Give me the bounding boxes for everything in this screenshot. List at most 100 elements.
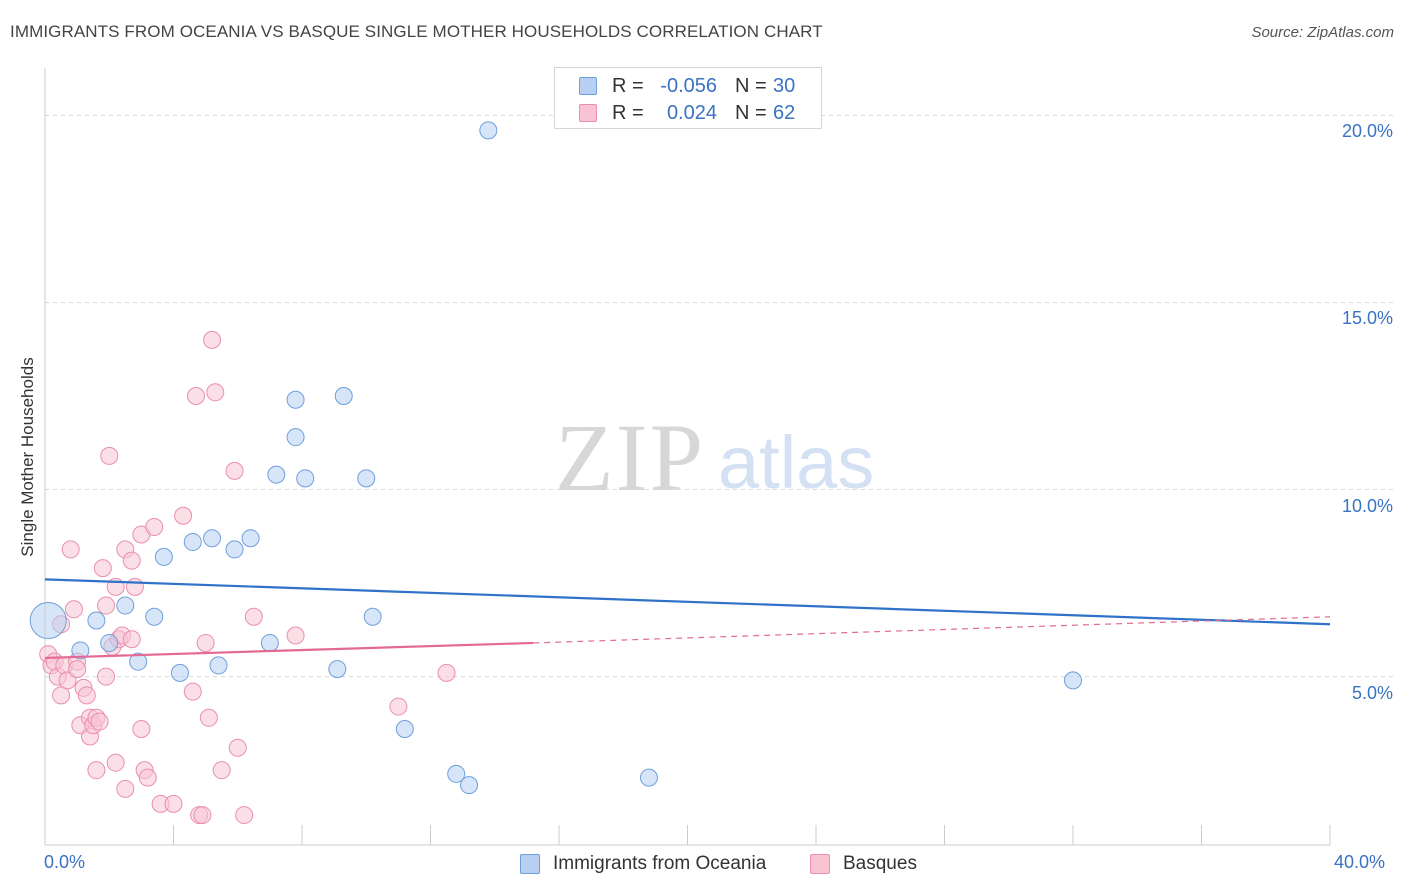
basques-point (97, 596, 116, 615)
basques-point (235, 806, 254, 825)
basques-point (68, 660, 87, 679)
oceania-point (479, 121, 498, 140)
basques-point (116, 779, 135, 798)
oceania-point (267, 465, 286, 484)
legend-n-label: N = (735, 75, 767, 97)
basques-point (206, 383, 225, 402)
x-tick-label-min: 0.0% (44, 852, 86, 872)
legend-r-label: R = (612, 102, 644, 124)
basques-point (199, 708, 218, 727)
oceania-point (116, 596, 135, 615)
basques-trend-line (44, 641, 534, 660)
oceania-point (225, 540, 244, 559)
oceania-point (129, 652, 148, 671)
basques-point (90, 712, 109, 731)
oceania-point (203, 529, 222, 548)
basques-point (186, 387, 205, 406)
watermark-zip: ZIP (555, 404, 705, 511)
oceania-point (639, 768, 658, 787)
basques-point (61, 540, 80, 559)
basques-point (228, 738, 247, 757)
basques-point (225, 461, 244, 480)
basques-point (64, 600, 83, 619)
legend-n-value: 30 (773, 75, 796, 97)
oceania-point (170, 663, 189, 682)
basques-point (286, 626, 305, 645)
bottom-legend-swatch-oceania (520, 854, 540, 874)
chart-source: Source: ZipAtlas.com (1251, 24, 1394, 41)
oceania-point (145, 607, 164, 626)
oceania-point (357, 469, 376, 488)
legend-r-value: 0.024 (666, 102, 717, 124)
basques-point (145, 517, 164, 536)
basques-point (203, 330, 222, 349)
trend-lines (44, 578, 1331, 660)
legend-r-value: -0.056 (660, 75, 717, 97)
oceania-point (296, 469, 315, 488)
basques-point (183, 682, 202, 701)
basques-point (389, 697, 408, 716)
legend-n-label: N = (735, 102, 767, 124)
y-tick-label: 5.0% (1351, 682, 1393, 703)
basques-point (77, 686, 96, 705)
basques-points (39, 330, 456, 825)
basques-point (193, 806, 212, 825)
basques-point (97, 667, 116, 686)
legend-n-value: 62 (773, 102, 796, 124)
bottom-legend-swatch-basques (810, 854, 830, 874)
x-tick-label-max: 40.0% (1334, 852, 1386, 872)
y-tick-label: 10.0% (1341, 495, 1393, 516)
basques-point (437, 663, 456, 682)
oceania-point (286, 428, 305, 447)
legend-swatch-oceania (579, 77, 597, 95)
basques-trend-line-extension (533, 616, 1331, 644)
oceania-point (447, 764, 466, 783)
basques-point (122, 551, 141, 570)
oceania-point (1064, 671, 1082, 690)
legend-r-label: R = (612, 75, 644, 97)
basques-point (52, 686, 71, 705)
legend-swatch-basques (579, 104, 597, 122)
oceania-point (286, 390, 305, 409)
watermark-atlas: atlas (718, 421, 874, 504)
correlation-legend: R = -0.056 N = 30 R = 0.024 N = 62 (554, 67, 822, 129)
oceania-point (260, 633, 279, 652)
basques-point (196, 633, 215, 652)
y-axis-title: Single Mother Households (18, 357, 37, 557)
oceania-point (154, 547, 173, 566)
oceania-point (460, 776, 479, 795)
basques-point (244, 607, 263, 626)
basques-point (138, 768, 157, 787)
basques-point (100, 446, 119, 465)
oceania-point (71, 641, 90, 660)
basques-point (122, 630, 141, 649)
oceania-point (209, 656, 228, 675)
legend-row-oceania: R = -0.056 N = 30 (555, 72, 821, 100)
bottom-legend-label-oceania: Immigrants from Oceania (553, 853, 767, 874)
basques-point (125, 577, 144, 596)
legend-row-basques: R = 0.024 N = 62 (555, 99, 821, 127)
oceania-point (395, 720, 414, 739)
bottom-legend-label-basques: Basques (843, 853, 917, 874)
basques-point (212, 761, 231, 780)
basques-point (164, 794, 183, 813)
oceania-point (241, 529, 260, 548)
basques-point (87, 761, 106, 780)
axes (44, 68, 1331, 846)
oceania-point (100, 633, 119, 652)
chart-title: IMMIGRANTS FROM OCEANIA VS BASQUE SINGLE… (10, 22, 823, 41)
basques-point (132, 720, 151, 739)
oceania-point (183, 532, 202, 551)
oceania-points (29, 121, 1082, 795)
watermark: ZIP atlas (555, 404, 874, 511)
y-tick-label: 15.0% (1341, 308, 1393, 329)
basques-point (93, 559, 112, 578)
oceania-point (363, 607, 382, 626)
oceania-point (334, 387, 353, 406)
oceania-point (29, 602, 67, 640)
basques-point (106, 753, 125, 772)
oceania-point (87, 611, 106, 630)
oceania-trend-line (44, 578, 1331, 626)
basques-point (174, 506, 193, 525)
